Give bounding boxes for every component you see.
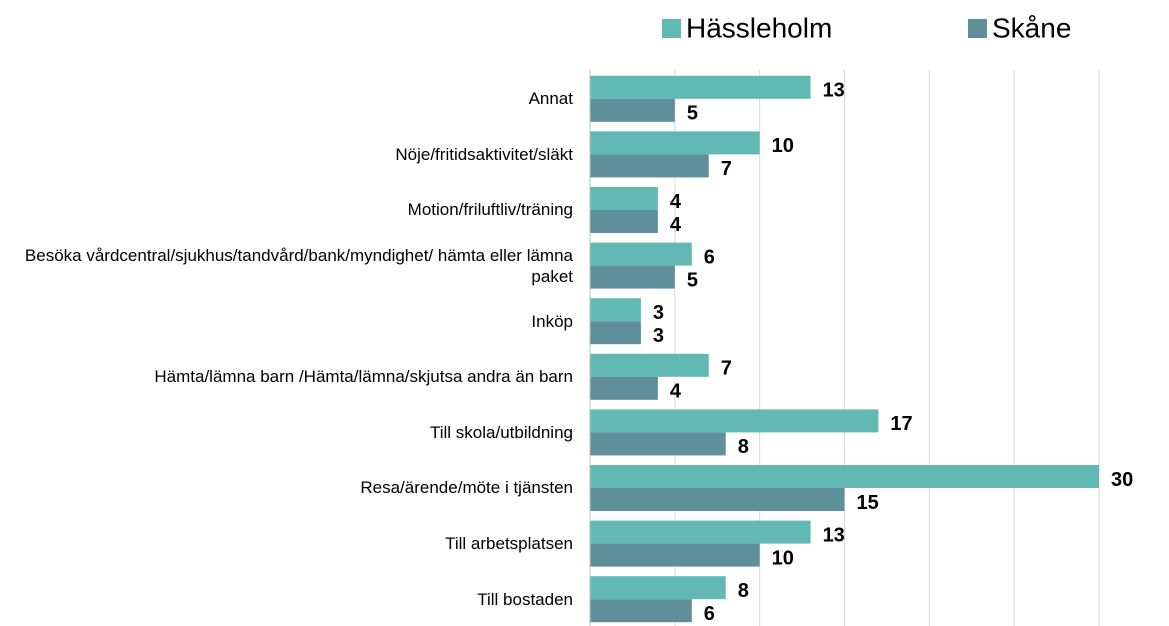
value-label: 7 [721,158,732,180]
value-label: 6 [704,246,715,268]
bar [590,376,658,400]
value-label: 13 [823,524,845,546]
bar [590,210,658,233]
value-label: 4 [670,381,682,403]
category-label: Annat [528,89,573,109]
bar [590,154,709,178]
category-label: Besöka vårdcentral/sjukhus/tandvård/bank… [24,245,573,286]
value-label: 15 [857,492,879,514]
value-label: 10 [772,547,794,569]
legend-swatch [968,19,987,38]
bar [590,432,726,456]
value-label: 5 [687,269,698,291]
value-label: 8 [738,436,749,458]
value-label: 3 [653,302,664,324]
value-label: 7 [721,358,732,380]
bar [590,409,879,433]
value-label: 5 [687,103,698,125]
value-label: 3 [653,325,664,347]
bar [590,242,692,266]
bar [590,75,811,99]
bar [590,298,641,322]
bar [590,488,845,511]
bar [590,520,811,544]
value-label: 13 [823,80,845,102]
bar [590,265,675,289]
value-label: 17 [890,413,912,435]
category-label: Nöje/fritidsaktivitet/släkt [395,144,573,164]
category-label: Inköp [531,311,573,331]
bar [590,98,675,122]
bar [590,599,692,623]
category-label: Till bostaden [477,589,573,609]
bar [590,543,760,567]
value-label: 8 [738,580,749,602]
category-label: Resa/ärende/möte i tjänsten [360,478,573,498]
value-label: 10 [772,135,794,157]
legend-label: Hässleholm [686,12,832,43]
bar [590,465,1099,488]
category-label: Till skola/utbildning [430,422,573,442]
legend-label: Skåne [992,12,1071,43]
value-label: 4 [670,214,682,236]
value-label: 30 [1111,469,1133,491]
value-label: 4 [670,191,682,213]
category-label: Motion/friluftliv/träning [407,200,573,220]
legend-swatch [662,19,681,38]
category-label: Till arbetsplatsen [445,534,573,554]
category-label: Hämta/lämna barn /Hämta/lämna/skjutsa an… [154,367,573,387]
bar [590,353,709,377]
bar [590,321,641,345]
bar [590,131,760,155]
bar [590,187,658,210]
value-label: 6 [704,603,715,625]
bar [590,576,726,600]
